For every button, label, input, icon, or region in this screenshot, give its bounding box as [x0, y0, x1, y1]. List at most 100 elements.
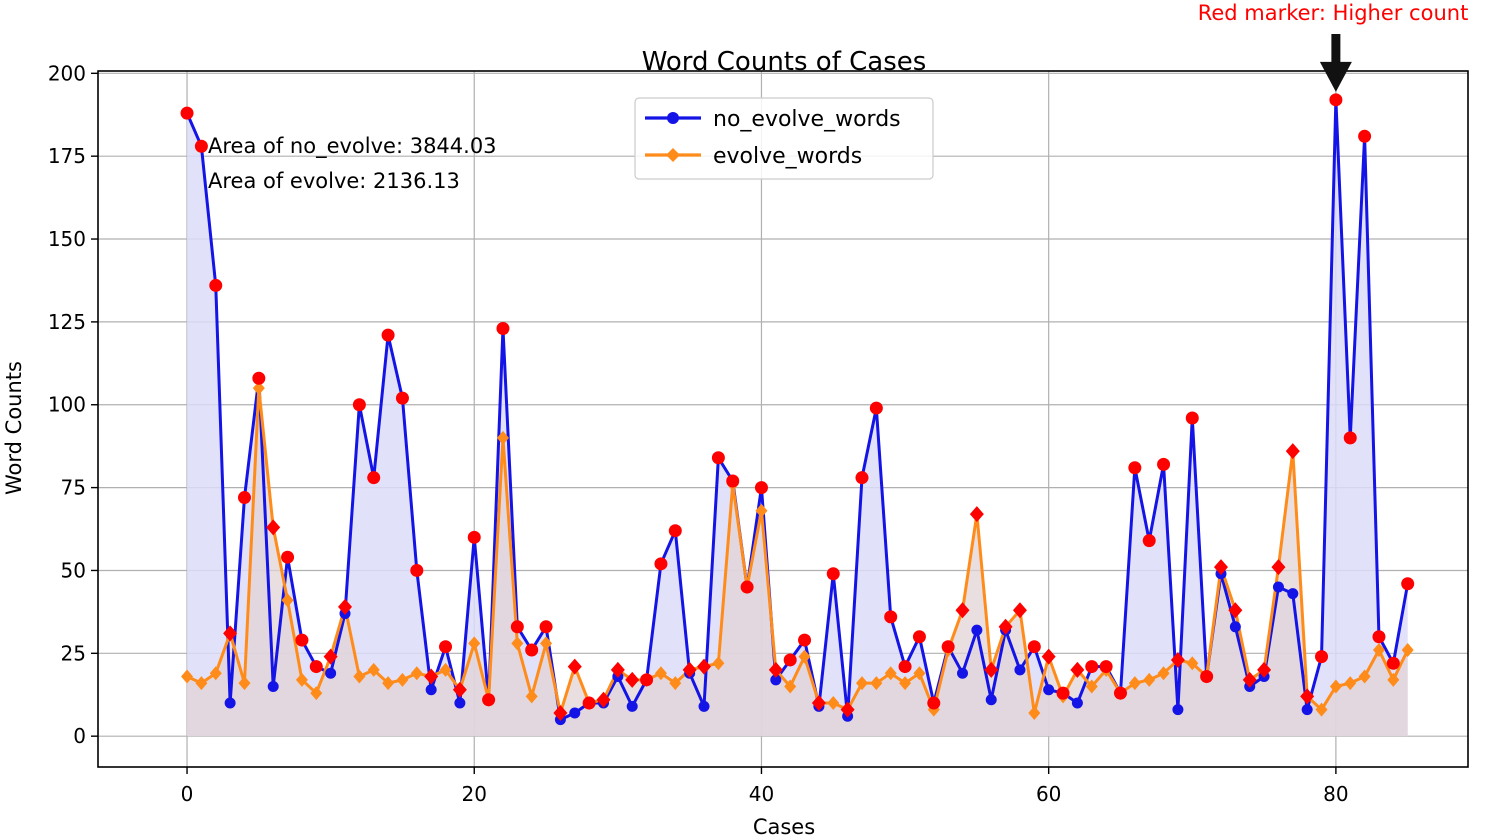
- y-tick-label: 175: [48, 144, 86, 168]
- series-point-layer: [180, 93, 1415, 726]
- highlight-point: [625, 671, 640, 688]
- highlight-point: [783, 653, 797, 667]
- highlight-point: [811, 695, 826, 712]
- point-evolve: [238, 676, 251, 691]
- point-evolve: [798, 649, 811, 664]
- highlight-point: [1128, 461, 1142, 475]
- y-tick-label: 125: [48, 310, 86, 334]
- highlight-point: [1200, 670, 1214, 684]
- arrow-shaft: [1331, 34, 1341, 66]
- highlight-arrow: [1319, 34, 1352, 92]
- highlight-point: [1300, 688, 1315, 705]
- highlight-point: [553, 704, 568, 721]
- highlight-point: [309, 660, 323, 674]
- highlight-point: [912, 630, 926, 644]
- legend-label-no-evolve: no_evolve_words: [713, 107, 901, 132]
- highlight-point: [352, 398, 366, 412]
- y-tick-label: 100: [48, 393, 86, 417]
- axes-layer: 0 20 40 60 80 0 25 50 75 100 125 150 175 200: [48, 61, 1469, 806]
- highlight-point: [1401, 577, 1415, 591]
- point-evolve: [295, 672, 308, 687]
- point-evolve: [755, 503, 768, 518]
- highlight-point: [855, 471, 869, 485]
- highlight-point: [281, 550, 295, 564]
- point-evolve: [410, 666, 423, 681]
- highlight-point: [424, 668, 439, 685]
- series-line-no-evolve: [185, 98, 1410, 722]
- highlight-point: [567, 658, 582, 675]
- legend: no_evolve_words evolve_words: [634, 97, 934, 180]
- point-no-evolve: [770, 674, 782, 686]
- point-evolve: [540, 636, 553, 651]
- highlight-point: [927, 696, 941, 710]
- point-evolve: [1329, 679, 1342, 694]
- legend-marker-evolve: [666, 148, 680, 162]
- point-evolve: [252, 381, 265, 396]
- highlight-point: [640, 673, 654, 687]
- highlight-point: [610, 661, 625, 678]
- highlight-point: [367, 471, 381, 485]
- highlight-point: [395, 391, 409, 405]
- x-tick-label: 0: [181, 782, 194, 806]
- highlight-point: [869, 401, 883, 415]
- point-no-evolve: [425, 684, 437, 696]
- point-no-evolve: [569, 707, 581, 719]
- highlight-point: [266, 519, 281, 536]
- point-evolve: [1128, 676, 1141, 691]
- point-evolve: [1344, 676, 1357, 691]
- y-tick-label: 25: [61, 641, 86, 665]
- highlight-point: [711, 451, 725, 465]
- y-tick-label: 0: [73, 724, 86, 748]
- highlight-point: [1056, 686, 1070, 700]
- highlight-point: [482, 693, 496, 707]
- point-evolve: [367, 662, 380, 677]
- highlight-point: [180, 106, 194, 120]
- point-evolve: [1358, 669, 1371, 684]
- highlight-point: [726, 474, 740, 488]
- highlight-point: [1027, 640, 1041, 654]
- legend-label-evolve: evolve_words: [713, 144, 862, 169]
- highlight-point: [798, 633, 812, 647]
- point-evolve: [654, 666, 667, 681]
- x-tick-label: 40: [749, 782, 774, 806]
- highlight-point: [1012, 602, 1027, 619]
- chart-title: Word Counts of Cases: [642, 47, 927, 77]
- point-no-evolve: [325, 667, 337, 679]
- point-evolve: [712, 656, 725, 671]
- highlight-point: [884, 610, 898, 624]
- highlight-point: [510, 620, 524, 634]
- point-evolve: [396, 672, 409, 687]
- highlight-point: [338, 598, 353, 615]
- highlight-point: [1329, 93, 1343, 107]
- highlight-point: [754, 481, 768, 495]
- highlight-point: [596, 691, 611, 708]
- highlight-point: [1142, 534, 1156, 548]
- highlight-point: [1228, 602, 1243, 619]
- plot-frame: [97, 70, 1469, 768]
- highlight-point: [1157, 457, 1171, 471]
- point-evolve: [353, 669, 366, 684]
- highlight-point: [998, 618, 1013, 635]
- highlight-point: [439, 640, 453, 654]
- point-evolve: [181, 669, 194, 684]
- point-evolve: [1387, 672, 1400, 687]
- point-evolve: [468, 636, 481, 651]
- point-no-evolve: [1272, 581, 1284, 593]
- highlight-point: [452, 681, 467, 698]
- point-no-evolve: [1043, 684, 1055, 696]
- highlight-point: [1170, 651, 1185, 668]
- point-no-evolve: [1014, 664, 1026, 676]
- point-evolve: [511, 636, 524, 651]
- area-no-evolve-label: Area of no_evolve: 3844.03: [208, 134, 497, 159]
- highlight-point: [323, 648, 338, 665]
- point-evolve: [209, 666, 222, 681]
- highlight-point: [1070, 661, 1085, 678]
- highlight-point: [969, 506, 984, 523]
- point-evolve: [827, 696, 840, 711]
- highlight-point: [697, 658, 712, 675]
- highlight-point: [539, 620, 553, 634]
- point-evolve: [525, 689, 538, 704]
- highlight-point: [955, 602, 970, 619]
- highlight-point: [237, 491, 251, 505]
